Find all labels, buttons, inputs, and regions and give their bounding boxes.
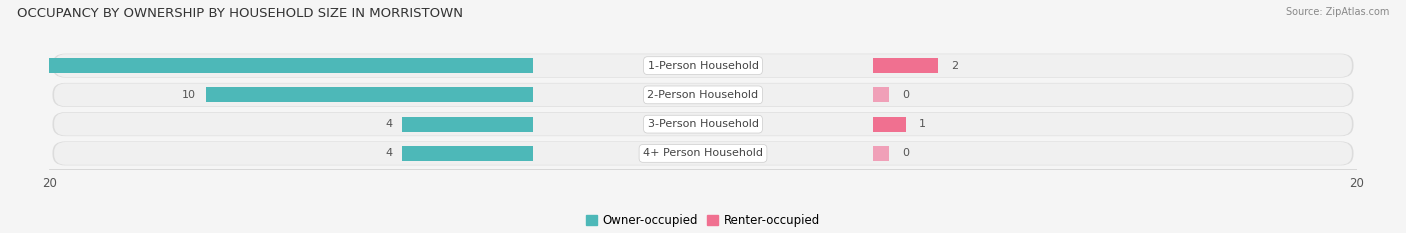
Bar (873, 58, 938, 73)
Text: Source: ZipAtlas.com: Source: ZipAtlas.com (1285, 7, 1389, 17)
Text: 3-Person Household: 3-Person Household (648, 119, 758, 129)
FancyBboxPatch shape (52, 112, 1354, 136)
FancyBboxPatch shape (53, 54, 1353, 77)
Bar (873, 87, 890, 103)
FancyBboxPatch shape (52, 54, 1354, 78)
Text: 4+ Person Household: 4+ Person Household (643, 148, 763, 158)
Text: 1-Person Household: 1-Person Household (648, 61, 758, 71)
Bar (873, 146, 890, 161)
Bar (402, 116, 533, 132)
FancyBboxPatch shape (52, 83, 1354, 107)
Text: 4: 4 (385, 119, 392, 129)
Bar (207, 87, 533, 103)
FancyBboxPatch shape (53, 142, 1353, 165)
Text: 4: 4 (385, 148, 392, 158)
Text: 0: 0 (903, 148, 910, 158)
Text: OCCUPANCY BY OWNERSHIP BY HOUSEHOLD SIZE IN MORRISTOWN: OCCUPANCY BY OWNERSHIP BY HOUSEHOLD SIZE… (17, 7, 463, 20)
Bar (873, 116, 905, 132)
FancyBboxPatch shape (52, 141, 1354, 165)
Bar (402, 146, 533, 161)
Text: 1: 1 (918, 119, 925, 129)
Text: 10: 10 (183, 90, 197, 100)
FancyBboxPatch shape (53, 113, 1353, 136)
Legend: Owner-occupied, Renter-occupied: Owner-occupied, Renter-occupied (581, 209, 825, 232)
Text: 2-Person Household: 2-Person Household (647, 90, 759, 100)
Bar (0, 58, 533, 73)
Text: 0: 0 (903, 90, 910, 100)
FancyBboxPatch shape (53, 83, 1353, 106)
Text: 2: 2 (952, 61, 959, 71)
